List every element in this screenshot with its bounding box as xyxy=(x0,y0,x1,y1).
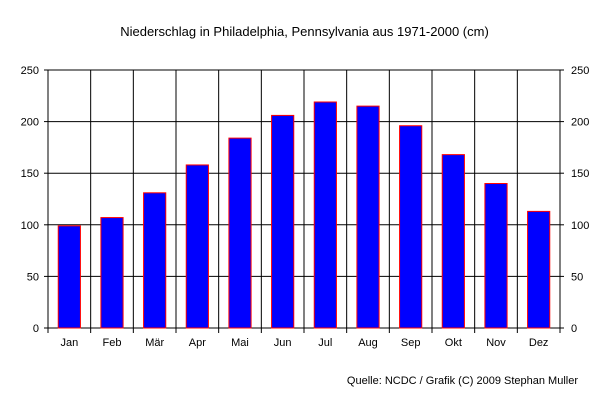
x-tick-label: Jul xyxy=(318,337,332,349)
y-tick-label-right: 50 xyxy=(571,271,583,283)
y-tick-label-left: 250 xyxy=(21,65,39,77)
plot-area: 0 0 50 50 100 100 150 150 200 200 250 250 Jan Feb Mär A… xyxy=(21,65,590,349)
y-tick-label-right: 200 xyxy=(571,117,589,129)
chart-title: Niederschlag in Philadelphia, Pennsylvan… xyxy=(120,24,489,39)
y-tick-label-right: 0 xyxy=(571,323,577,335)
x-tick-label: Mär xyxy=(145,337,164,349)
x-tick-label: Jun xyxy=(274,337,292,349)
y-tick-label-right: 250 xyxy=(571,65,589,77)
y-tick-label-left: 150 xyxy=(21,168,39,180)
bar-Feb xyxy=(100,217,124,329)
y-tick-label-left: 50 xyxy=(27,271,39,283)
bar-Mai xyxy=(228,137,252,329)
x-tick-label: Dez xyxy=(529,337,549,349)
bar-Mär xyxy=(143,192,167,329)
x-tick-label: Sep xyxy=(401,337,421,349)
x-tick-label: Okt xyxy=(445,337,462,349)
y-tick-label-right: 100 xyxy=(571,220,589,232)
bar-Sep xyxy=(399,125,423,329)
x-tick-label: Jan xyxy=(60,337,78,349)
bar-Aug xyxy=(356,105,380,329)
y-tick-label-right: 150 xyxy=(571,168,589,180)
bar-Nov xyxy=(484,183,508,329)
y-tick-label-left: 100 xyxy=(21,220,39,232)
bar-Dez xyxy=(527,210,551,329)
x-tick-label: Mai xyxy=(231,337,249,349)
y-tick-label-left: 0 xyxy=(33,323,39,335)
x-tick-label: Feb xyxy=(103,337,122,349)
x-tick-label: Nov xyxy=(486,337,506,349)
y-tick-label-left: 200 xyxy=(21,117,39,129)
source-note: Quelle: NCDC / Grafik (C) 2009 Stephan M… xyxy=(347,375,578,387)
bar-Jul xyxy=(313,101,337,329)
x-tick-label: Aug xyxy=(358,337,378,349)
bar-Okt xyxy=(441,154,465,329)
bar-Apr xyxy=(185,164,209,329)
bar-Jan xyxy=(57,225,81,329)
x-tick-label: Apr xyxy=(189,337,206,349)
bar-Jun xyxy=(271,114,295,329)
